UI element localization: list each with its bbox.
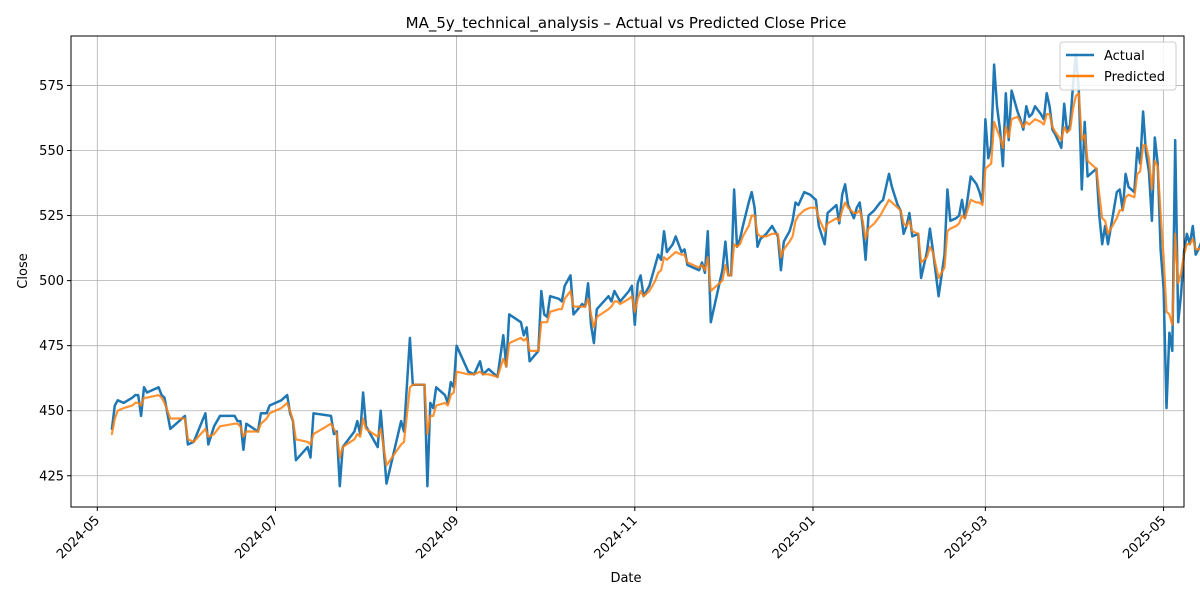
x-tick-label: 2024-11 — [592, 513, 641, 562]
y-axis-label: Close — [16, 253, 31, 288]
legend: Actual Predicted — [1059, 41, 1177, 91]
y-tick-label: 475 — [39, 339, 64, 354]
x-tick-label: 2024-07 — [232, 513, 281, 562]
y-tick-label: 450 — [39, 404, 64, 419]
y-tick-label: 425 — [39, 469, 64, 484]
x-axis: 2024-05 2024-07 2024-09 2024-11 2025-01 2025-… — [54, 507, 1169, 562]
x-axis-label: Date — [610, 571, 641, 586]
y-tick-label: 500 — [39, 274, 64, 289]
series-lines — [110, 52, 1200, 488]
x-tick-label: 2025-03 — [942, 513, 991, 562]
y-axis: 425 450 475 500 525 550 575 — [39, 79, 71, 484]
legend-label-predicted: Predicted — [1104, 70, 1165, 85]
x-tick-label: 2024-05 — [54, 513, 103, 562]
x-tick-label: 2025-01 — [770, 513, 819, 562]
series-line-predicted — [110, 92, 1200, 467]
y-tick-label: 550 — [39, 144, 64, 159]
y-tick-label: 575 — [39, 79, 64, 94]
y-tick-label: 525 — [39, 209, 64, 224]
x-tick-label: 2024-09 — [413, 513, 462, 562]
plot-frame — [70, 35, 1185, 508]
chart-title: MA_5y_technical_analysis – Actual vs Pre… — [406, 14, 847, 33]
legend-label-actual: Actual — [1104, 49, 1145, 64]
x-tick-label: 2025-05 — [1120, 513, 1169, 562]
